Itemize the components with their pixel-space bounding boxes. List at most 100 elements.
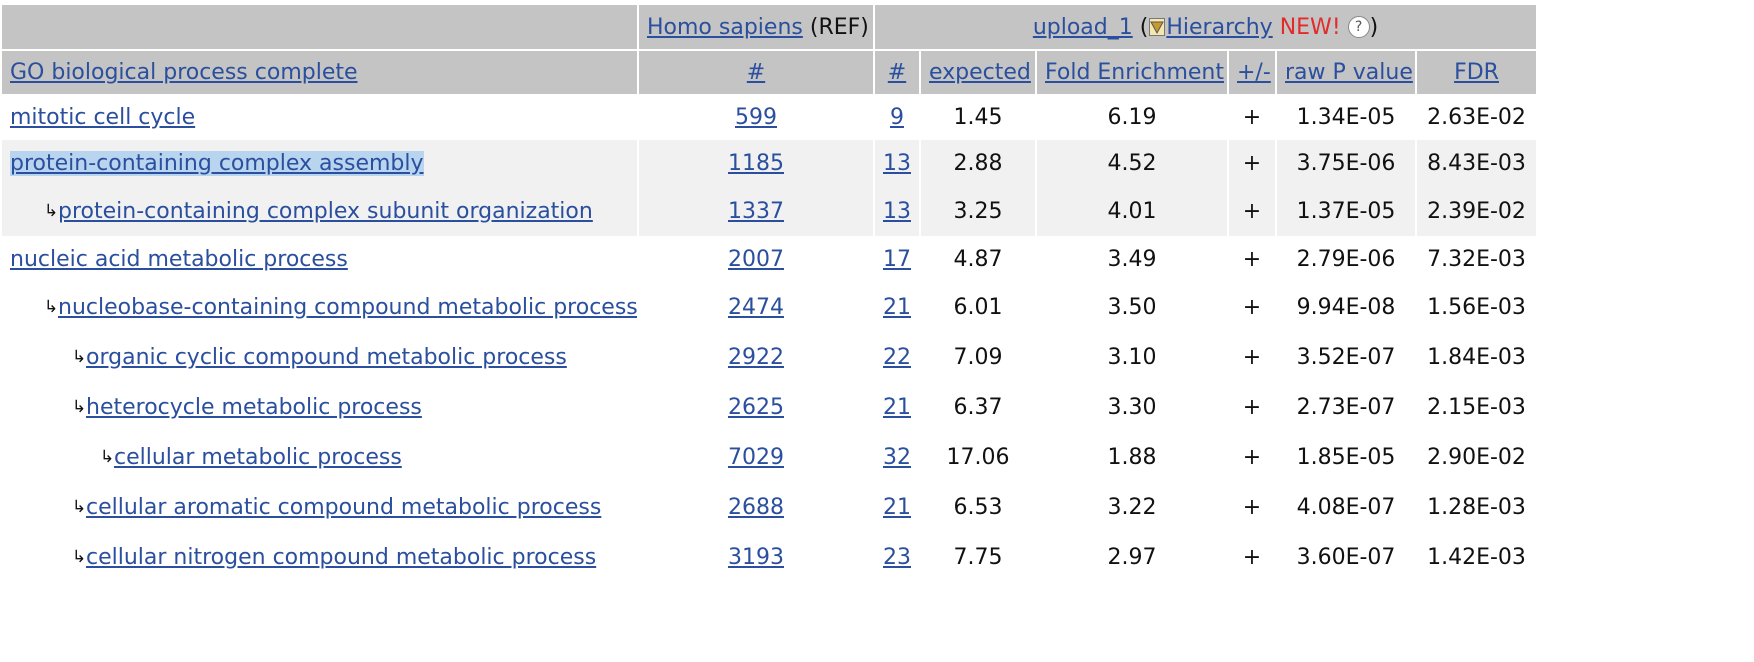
expected-cell: 2.88 — [920, 140, 1037, 186]
new-badge: NEW! — [1279, 14, 1341, 40]
go-term-link[interactable]: heterocycle metabolic process — [86, 394, 422, 420]
upload-count-link[interactable]: 13 — [883, 150, 911, 176]
reference-organism-link[interactable]: Homo sapiens — [647, 14, 803, 40]
fold-enrichment-cell: 2.97 — [1036, 532, 1229, 582]
sort-by-term-link[interactable]: GO biological process complete — [10, 60, 358, 85]
go-term-link[interactable]: protein-containing complex assembly — [10, 150, 424, 176]
upload-open-paren: ( — [1139, 14, 1149, 40]
ref-count-cell: 3193 — [638, 532, 875, 582]
term-cell: ↳cellular metabolic process — [2, 432, 639, 482]
upload-count-link[interactable]: 22 — [883, 344, 911, 370]
direction-cell: + — [1228, 532, 1277, 582]
fold-enrichment-cell: 3.50 — [1036, 282, 1229, 332]
reference-suffix: (REF) — [809, 14, 869, 40]
ref-count-link[interactable]: 2688 — [728, 494, 784, 520]
ref-count-cell: 2688 — [638, 482, 875, 532]
help-icon[interactable]: ? — [1347, 15, 1370, 38]
ref-count-cell: 1337 — [638, 186, 875, 236]
sort-by-fold-enrichment-link[interactable]: Fold Enrichment — [1045, 60, 1224, 85]
upload-count-link[interactable]: 32 — [883, 444, 911, 470]
upload-count-link[interactable]: 13 — [883, 198, 911, 224]
raw-p-cell: 9.94E-08 — [1276, 282, 1417, 332]
column-header-expected: expected — [920, 49, 1037, 94]
hierarchy-arrow-icon: ↳ — [44, 200, 59, 221]
column-header-fold-enrichment: Fold Enrichment — [1036, 49, 1229, 94]
column-header-fdr: FDR — [1416, 49, 1537, 94]
hierarchy-link[interactable]: Hierarchy — [1166, 14, 1273, 40]
go-term-link[interactable]: nucleic acid metabolic process — [10, 246, 348, 272]
fdr-cell: 2.90E-02 — [1427, 444, 1526, 470]
expected-cell: 1.45 — [920, 94, 1037, 140]
fold-enrichment-cell: 3.30 — [1036, 382, 1229, 432]
upload-count-cell: 21 — [874, 282, 921, 332]
go-term-link[interactable]: organic cyclic compound metabolic proces… — [86, 344, 567, 370]
sort-by-direction-link[interactable]: +/- — [1237, 60, 1271, 85]
ref-count-link[interactable]: 2922 — [728, 344, 784, 370]
ref-count-cell: 2625 — [638, 382, 875, 432]
hierarchy-arrow-icon: ↳ — [72, 346, 87, 367]
direction-cell: + — [1228, 140, 1277, 186]
upload-count-link[interactable]: 17 — [883, 246, 911, 272]
term-cell: ↳protein-containing complex subunit orga… — [2, 186, 639, 236]
ref-count-cell: 2922 — [638, 332, 875, 382]
column-header-raw-p: raw P value — [1276, 49, 1417, 94]
direction-cell: + — [1228, 482, 1277, 532]
go-term-link[interactable]: mitotic cell cycle — [10, 104, 196, 130]
go-term-link[interactable]: nucleobase-containing compound metabolic… — [58, 294, 638, 320]
raw-p-cell: 1.34E-05 — [1276, 94, 1417, 140]
upload-count-link[interactable]: 21 — [883, 494, 911, 520]
sort-by-ref-count-link[interactable]: # — [746, 60, 766, 85]
hierarchy-filter-icon[interactable] — [1149, 17, 1166, 36]
upload-count-cell: 22 — [874, 332, 921, 382]
upload-count-link[interactable]: 9 — [890, 104, 904, 130]
go-term-link[interactable]: protein-containing complex subunit organ… — [58, 198, 593, 224]
sort-by-upload-count-link[interactable]: # — [887, 60, 907, 85]
direction-cell: + — [1228, 186, 1277, 236]
expected-cell: 17.06 — [920, 432, 1037, 482]
upload-count-link[interactable]: 23 — [883, 544, 911, 570]
upload-count-cell: 21 — [874, 382, 921, 432]
fold-enrichment-cell: 1.88 — [1036, 432, 1229, 482]
fdr-cell: 8.43E-03 — [1416, 140, 1537, 186]
ref-count-link[interactable]: 599 — [735, 104, 777, 130]
table-row: protein-containing complex assembly 1185… — [2, 140, 1537, 186]
sort-by-fdr-link[interactable]: FDR — [1454, 60, 1499, 85]
upload-count-link[interactable]: 21 — [883, 294, 911, 320]
fdr-cell: 1.42E-03 — [1427, 544, 1526, 570]
ref-count-cell: 7029 — [638, 432, 875, 482]
fold-enrichment-cell: 3.10 — [1036, 332, 1229, 382]
raw-p-cell: 1.85E-05 — [1276, 432, 1417, 482]
term-cell: ↳cellular aromatic compound metabolic pr… — [2, 482, 639, 532]
direction-cell: + — [1228, 94, 1277, 140]
table-row: ↳cellular metabolic process 7029 32 17.0… — [2, 432, 1536, 482]
ref-count-cell: 2007 — [638, 236, 875, 282]
raw-p-cell: 3.75E-06 — [1276, 140, 1417, 186]
raw-p-cell: 3.60E-07 — [1276, 532, 1417, 582]
upload-link[interactable]: upload_1 — [1032, 14, 1133, 40]
ref-count-link[interactable]: 3193 — [728, 544, 784, 570]
term-cell: nucleic acid metabolic process — [2, 236, 639, 282]
ref-count-link[interactable]: 7029 — [728, 444, 784, 470]
sort-by-expected-link[interactable]: expected — [929, 60, 1031, 85]
expected-cell: 7.09 — [920, 332, 1037, 382]
table-row: ↳protein-containing complex subunit orga… — [2, 186, 1537, 236]
term-cell: ↳heterocycle metabolic process — [2, 382, 639, 432]
upload-count-cell: 13 — [874, 140, 921, 186]
column-header-term: GO biological process complete — [2, 49, 639, 94]
ref-count-link[interactable]: 2007 — [728, 246, 784, 272]
hierarchy-arrow-icon: ↳ — [72, 546, 87, 567]
sort-by-raw-p-link[interactable]: raw P value — [1285, 60, 1413, 85]
upload-count-link[interactable]: 21 — [883, 394, 911, 420]
ref-count-link[interactable]: 1185 — [728, 150, 784, 176]
ref-count-cell: 1185 — [638, 140, 875, 186]
go-term-link[interactable]: cellular aromatic compound metabolic pro… — [86, 494, 602, 520]
upload-count-cell: 17 — [874, 236, 921, 282]
fold-enrichment-cell: 3.49 — [1036, 236, 1229, 282]
term-cell: ↳cellular nitrogen compound metabolic pr… — [2, 532, 639, 582]
upload-count-cell: 21 — [874, 482, 921, 532]
ref-count-link[interactable]: 1337 — [728, 198, 784, 224]
go-term-link[interactable]: cellular nitrogen compound metabolic pro… — [86, 544, 597, 570]
go-term-link[interactable]: cellular metabolic process — [114, 444, 402, 470]
ref-count-link[interactable]: 2474 — [728, 294, 784, 320]
ref-count-link[interactable]: 2625 — [728, 394, 784, 420]
